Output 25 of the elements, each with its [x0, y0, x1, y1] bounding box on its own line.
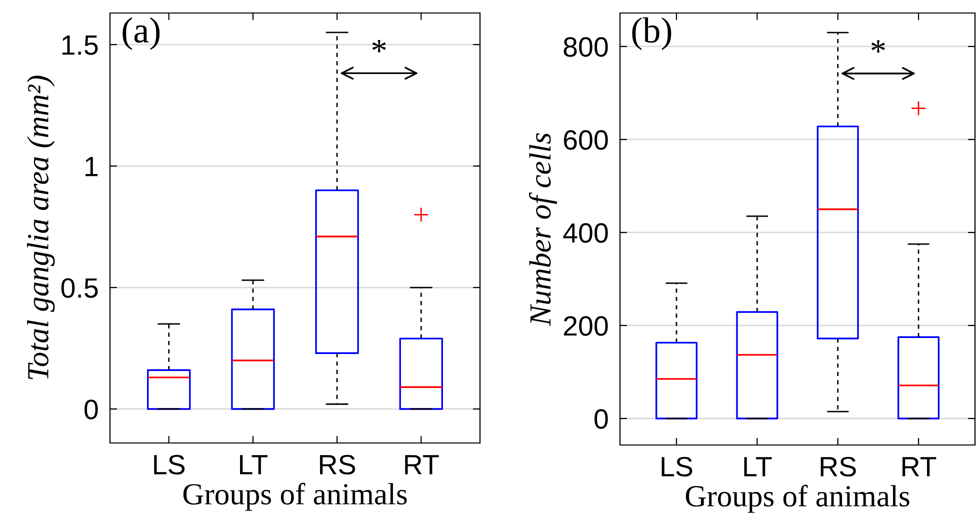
x-tick-label: LT: [744, 457, 772, 476]
annotation: *: [372, 40, 386, 52]
x-tick-label: RS: [320, 454, 356, 475]
y-tick-label: 1.5: [62, 36, 98, 55]
annotation: *: [871, 40, 885, 52]
y-axis-title: Total ganglia area (mm²): [27, 76, 55, 380]
x-tick-label: LS: [154, 454, 185, 475]
x-tick-label: RT: [902, 457, 936, 476]
x-axis-title: Groups of animals: [686, 484, 910, 513]
y-tick-label: 0: [594, 409, 608, 429]
annotation: (b): [632, 17, 672, 50]
annotation: (a): [122, 17, 160, 50]
x-tick-label: RS: [820, 456, 856, 477]
x-tick-label: LT: [240, 455, 268, 474]
y-axis-title: Number of cells: [528, 133, 557, 326]
x-tick-label: RT: [405, 455, 439, 474]
x-axis-title: Groups of animals: [183, 482, 407, 511]
y-tick-label: 200: [564, 316, 608, 336]
y-tick-label: 400: [563, 223, 608, 243]
y-tick-label: 600: [564, 130, 608, 150]
y-tick-label: 0.5: [61, 278, 98, 298]
y-tick-label: 800: [564, 37, 608, 57]
y-tick-label: 1: [86, 157, 98, 176]
y-tick-label: 0: [84, 400, 98, 420]
x-tick-label: LS: [662, 456, 692, 477]
